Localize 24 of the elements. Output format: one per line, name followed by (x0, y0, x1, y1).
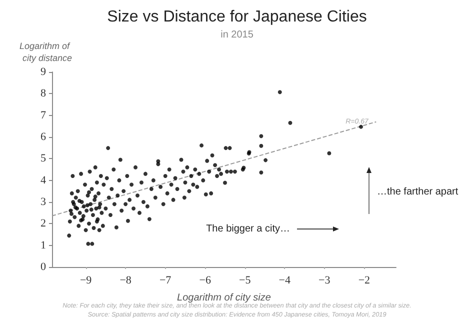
chart-subtitle: in 2015 (220, 30, 254, 40)
x-tick-label: −4 (278, 274, 291, 286)
x-tick-label: −3 (318, 274, 331, 286)
y-tick-label: 1 (40, 239, 46, 252)
x-axis-title: Logarithm of city size (177, 292, 272, 304)
x-tick-label: −8 (120, 274, 132, 286)
y-tick-label: 8 (40, 88, 46, 100)
y-tick-label: 9 (40, 66, 46, 78)
x-tick-label: −7 (159, 274, 172, 286)
x-tick-label: −5 (239, 274, 252, 286)
y-tick-label: 3 (40, 196, 46, 208)
y-tick-label: 7 (40, 109, 46, 122)
x-tick-label: −6 (199, 274, 212, 286)
y-axis-title: Logarithm of city distance (19, 41, 72, 63)
chart-title: Size vs Distance for Japanese Cities (107, 8, 367, 26)
y-tick-label: 5 (40, 152, 46, 165)
annotation: …the farther apart (377, 186, 458, 198)
y-tick-label: 0 (40, 261, 46, 273)
y-tick-label: 6 (40, 131, 46, 143)
y-tick-label: 2 (40, 218, 46, 230)
x-tick-label: −9 (80, 274, 92, 286)
x-tick-label: −2 (358, 274, 370, 286)
y-tick-label: 4 (40, 174, 46, 186)
annotation: The bigger a city… (206, 224, 290, 234)
